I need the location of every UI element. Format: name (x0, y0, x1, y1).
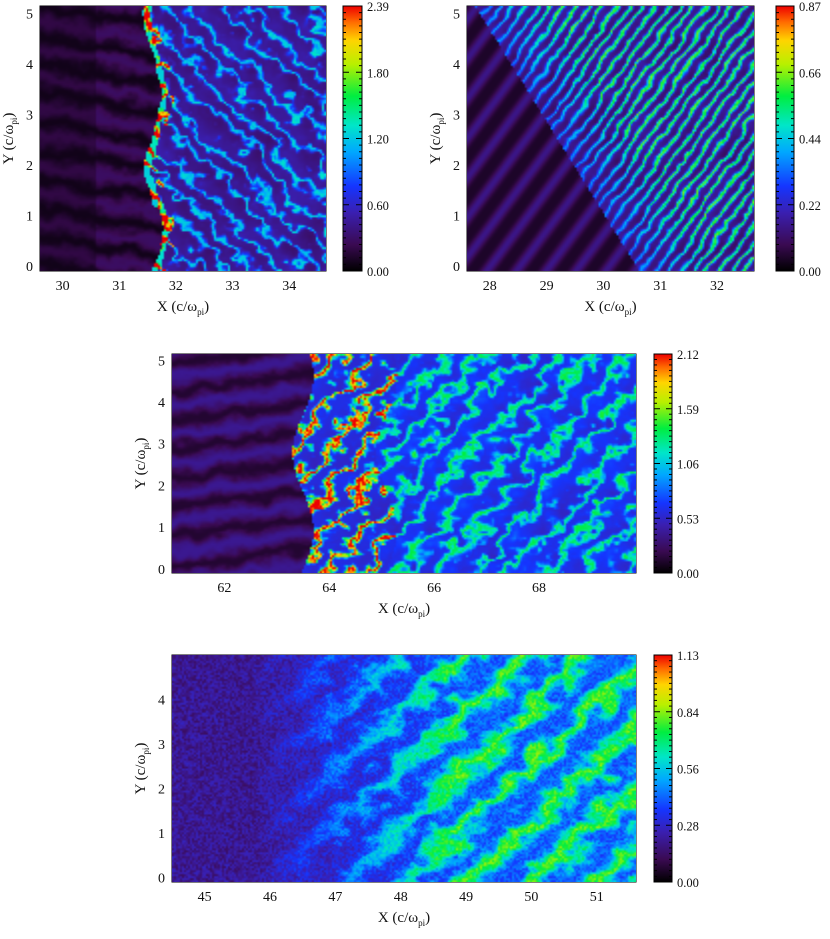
x-tick-label: 32 (169, 279, 183, 294)
colorbar-tick-label: 0.44 (799, 133, 822, 147)
x-axis-label: X (c/ωpi) (378, 601, 430, 619)
colorbar-tick-label: 0.28 (677, 819, 699, 833)
x-tick-label: 62 (217, 581, 231, 596)
x-tick-label: 49 (459, 890, 473, 905)
x-tick-label: 28 (483, 279, 497, 294)
x-tick-label: 50 (524, 890, 538, 905)
y-tick-label: 2 (453, 159, 460, 174)
y-tick-label: 3 (453, 109, 460, 124)
x-tick-label: 31 (653, 279, 667, 294)
x-tick-label: 31 (112, 279, 126, 294)
y-tick-label: 4 (453, 58, 460, 73)
colorbar-tick-label: 0.87 (799, 0, 821, 14)
x-tick-label: 29 (540, 279, 554, 294)
x-tick-label: 48 (394, 890, 408, 905)
x-tick-label: 66 (427, 581, 441, 596)
x-tick-label: 68 (532, 581, 546, 596)
heatmap-field (467, 6, 754, 271)
y-tick-label: 5 (453, 8, 460, 23)
colorbar-tick-label: 0.00 (799, 265, 821, 279)
y-tick-label: 1 (453, 209, 460, 224)
x-tick-label: 34 (282, 279, 296, 294)
y-tick-label: 4 (26, 58, 33, 73)
y-tick-label: 2 (26, 159, 33, 174)
colorbar-tick-label: 1.20 (367, 133, 389, 147)
x-tick-label: 45 (198, 890, 212, 905)
colorbar-tick-label: 1.59 (677, 403, 699, 417)
y-tick-label: 0 (158, 563, 165, 578)
x-tick-label: 32 (710, 279, 724, 294)
colorbar-tick-label: 0.53 (677, 512, 699, 526)
y-tick-label: 2 (158, 783, 165, 798)
heatmap-field (40, 6, 326, 271)
x-tick-label: 30 (596, 279, 610, 294)
colorbar-tick-label: 0.00 (677, 876, 699, 890)
y-tick-label: 4 (158, 694, 165, 709)
y-tick-label: 4 (158, 396, 165, 411)
y-tick-label: 5 (26, 8, 33, 23)
y-tick-label: 0 (453, 260, 460, 275)
x-tick-label: 64 (322, 581, 336, 596)
colorbar-tick-label: 0.00 (367, 265, 389, 279)
colorbar-tick-label: 1.06 (677, 458, 699, 472)
x-axis-label: X (c/ωpi) (378, 910, 430, 928)
colorbar-tick-label: 1.13 (677, 649, 699, 663)
y-axis-label: Y (c/ωpi) (428, 113, 446, 165)
colorbar-tick-label: 0.56 (677, 763, 699, 777)
y-tick-label: 3 (158, 738, 165, 753)
y-axis-label: Y (c/ωpi) (133, 438, 151, 490)
y-axis-label: Y (c/ωpi) (1, 113, 19, 165)
x-tick-label: 33 (226, 279, 240, 294)
y-tick-label: 3 (26, 109, 33, 124)
x-tick-label: 30 (56, 279, 70, 294)
y-tick-label: 5 (158, 354, 165, 369)
heatmap-field (172, 354, 636, 573)
y-tick-label: 1 (158, 521, 165, 536)
colorbar-tick-label: 2.39 (367, 0, 389, 14)
y-tick-label: 1 (26, 209, 33, 224)
x-axis-label: X (c/ωpi) (157, 299, 209, 317)
y-axis-label: Y (c/ωpi) (133, 743, 151, 795)
colorbar-tick-label: 0.84 (677, 706, 700, 720)
colorbar-tick-label: 0.66 (799, 66, 821, 80)
x-axis-label: X (c/ωpi) (584, 299, 636, 317)
heatmap-field (172, 655, 636, 882)
y-tick-label: 0 (158, 872, 165, 887)
y-tick-label: 1 (158, 827, 165, 842)
colorbar-tick-label: 0.00 (677, 567, 699, 581)
x-tick-label: 47 (328, 890, 342, 905)
colorbar-tick-label: 1.80 (367, 66, 389, 80)
colorbar-tick-label: 2.12 (677, 348, 699, 362)
x-tick-label: 46 (263, 890, 277, 905)
y-tick-label: 2 (158, 479, 165, 494)
y-tick-label: 0 (26, 260, 33, 275)
x-tick-label: 51 (590, 890, 604, 905)
y-tick-label: 3 (158, 438, 165, 453)
colorbar-tick-label: 0.60 (367, 199, 389, 213)
colorbar-tick-label: 0.22 (799, 199, 821, 213)
